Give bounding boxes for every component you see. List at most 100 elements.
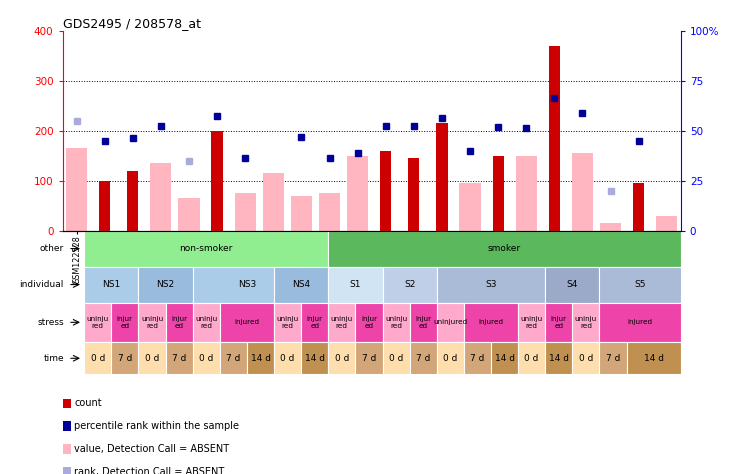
Text: NS2: NS2 bbox=[157, 280, 174, 289]
Bar bbox=[355, 342, 383, 374]
Bar bbox=[328, 302, 355, 342]
Text: injur
ed: injur ed bbox=[117, 316, 133, 328]
Bar bbox=[464, 302, 518, 342]
Bar bbox=[263, 173, 284, 231]
Bar bbox=[150, 163, 171, 231]
Bar bbox=[291, 196, 312, 231]
Bar bbox=[111, 302, 138, 342]
Bar bbox=[274, 302, 301, 342]
Text: NS4: NS4 bbox=[292, 280, 311, 289]
Text: S4: S4 bbox=[567, 280, 578, 289]
Bar bbox=[274, 342, 301, 374]
Bar bbox=[328, 231, 681, 266]
Bar bbox=[410, 342, 436, 374]
Bar bbox=[274, 266, 328, 302]
Bar bbox=[383, 266, 436, 302]
Bar bbox=[545, 266, 599, 302]
Bar bbox=[492, 155, 503, 231]
Bar bbox=[193, 342, 220, 374]
Text: injur
ed: injur ed bbox=[361, 316, 377, 328]
Text: percentile rank within the sample: percentile rank within the sample bbox=[74, 421, 239, 431]
Text: non-smoker: non-smoker bbox=[180, 244, 233, 253]
Text: S1: S1 bbox=[350, 280, 361, 289]
Text: 14 d: 14 d bbox=[250, 354, 271, 363]
Bar bbox=[600, 223, 621, 231]
Bar bbox=[599, 302, 681, 342]
Bar bbox=[633, 183, 644, 231]
Bar bbox=[328, 342, 355, 374]
Bar bbox=[347, 155, 368, 231]
Bar bbox=[355, 302, 383, 342]
Text: 0 d: 0 d bbox=[525, 354, 539, 363]
Bar bbox=[436, 342, 464, 374]
Text: 0 d: 0 d bbox=[91, 354, 105, 363]
Text: time: time bbox=[43, 354, 64, 363]
Bar bbox=[516, 155, 537, 231]
Text: GDS2495 / 208578_at: GDS2495 / 208578_at bbox=[63, 17, 200, 30]
Bar bbox=[573, 342, 599, 374]
Bar bbox=[166, 342, 193, 374]
Text: NS1: NS1 bbox=[102, 280, 121, 289]
Bar bbox=[127, 171, 138, 231]
Bar bbox=[220, 302, 274, 342]
Bar bbox=[573, 302, 599, 342]
Text: 0 d: 0 d bbox=[389, 354, 403, 363]
Text: uninju
red: uninju red bbox=[385, 316, 407, 328]
Bar bbox=[545, 302, 573, 342]
Text: uninjured: uninjured bbox=[434, 319, 467, 325]
Bar bbox=[436, 266, 545, 302]
Bar bbox=[408, 158, 420, 231]
Text: other: other bbox=[40, 244, 64, 253]
Text: individual: individual bbox=[20, 280, 64, 289]
Bar bbox=[319, 193, 340, 231]
Bar bbox=[491, 342, 518, 374]
Text: 0 d: 0 d bbox=[199, 354, 213, 363]
Bar bbox=[138, 342, 166, 374]
Text: 0 d: 0 d bbox=[335, 354, 349, 363]
Text: 7 d: 7 d bbox=[172, 354, 186, 363]
Text: S3: S3 bbox=[485, 280, 497, 289]
Bar bbox=[66, 148, 87, 231]
Bar bbox=[111, 342, 138, 374]
Text: 0 d: 0 d bbox=[443, 354, 458, 363]
Text: uninju
red: uninju red bbox=[575, 316, 597, 328]
Bar bbox=[518, 342, 545, 374]
Text: injur
ed: injur ed bbox=[551, 316, 567, 328]
Text: 14 d: 14 d bbox=[549, 354, 569, 363]
Text: injur
ed: injur ed bbox=[415, 316, 431, 328]
Text: injured: injured bbox=[234, 319, 260, 325]
Bar bbox=[545, 342, 573, 374]
Text: NS3: NS3 bbox=[238, 280, 256, 289]
Text: injured: injured bbox=[628, 319, 653, 325]
Text: 7 d: 7 d bbox=[606, 354, 620, 363]
Bar bbox=[518, 302, 545, 342]
Bar bbox=[383, 302, 410, 342]
Text: uninju
red: uninju red bbox=[277, 316, 299, 328]
Bar bbox=[459, 183, 481, 231]
Text: 0 d: 0 d bbox=[280, 354, 295, 363]
Text: uninju
red: uninju red bbox=[141, 316, 163, 328]
Bar bbox=[247, 342, 274, 374]
Text: value, Detection Call = ABSENT: value, Detection Call = ABSENT bbox=[74, 444, 230, 454]
Bar bbox=[220, 342, 247, 374]
Text: S2: S2 bbox=[404, 280, 415, 289]
Text: 14 d: 14 d bbox=[495, 354, 514, 363]
Bar bbox=[193, 302, 220, 342]
Bar bbox=[436, 123, 447, 231]
Bar bbox=[301, 342, 328, 374]
Bar bbox=[410, 302, 436, 342]
Bar bbox=[626, 342, 681, 374]
Bar bbox=[464, 342, 491, 374]
Bar bbox=[84, 302, 111, 342]
Text: uninju
red: uninju red bbox=[87, 316, 109, 328]
Text: uninju
red: uninju red bbox=[520, 316, 542, 328]
Bar bbox=[380, 151, 392, 231]
Text: rank, Detection Call = ABSENT: rank, Detection Call = ABSENT bbox=[74, 466, 224, 474]
Text: 0 d: 0 d bbox=[578, 354, 593, 363]
Bar bbox=[179, 198, 199, 231]
Bar bbox=[599, 266, 681, 302]
Text: injured: injured bbox=[478, 319, 503, 325]
Text: 14 d: 14 d bbox=[644, 354, 664, 363]
Bar bbox=[328, 266, 383, 302]
Bar bbox=[193, 266, 301, 302]
